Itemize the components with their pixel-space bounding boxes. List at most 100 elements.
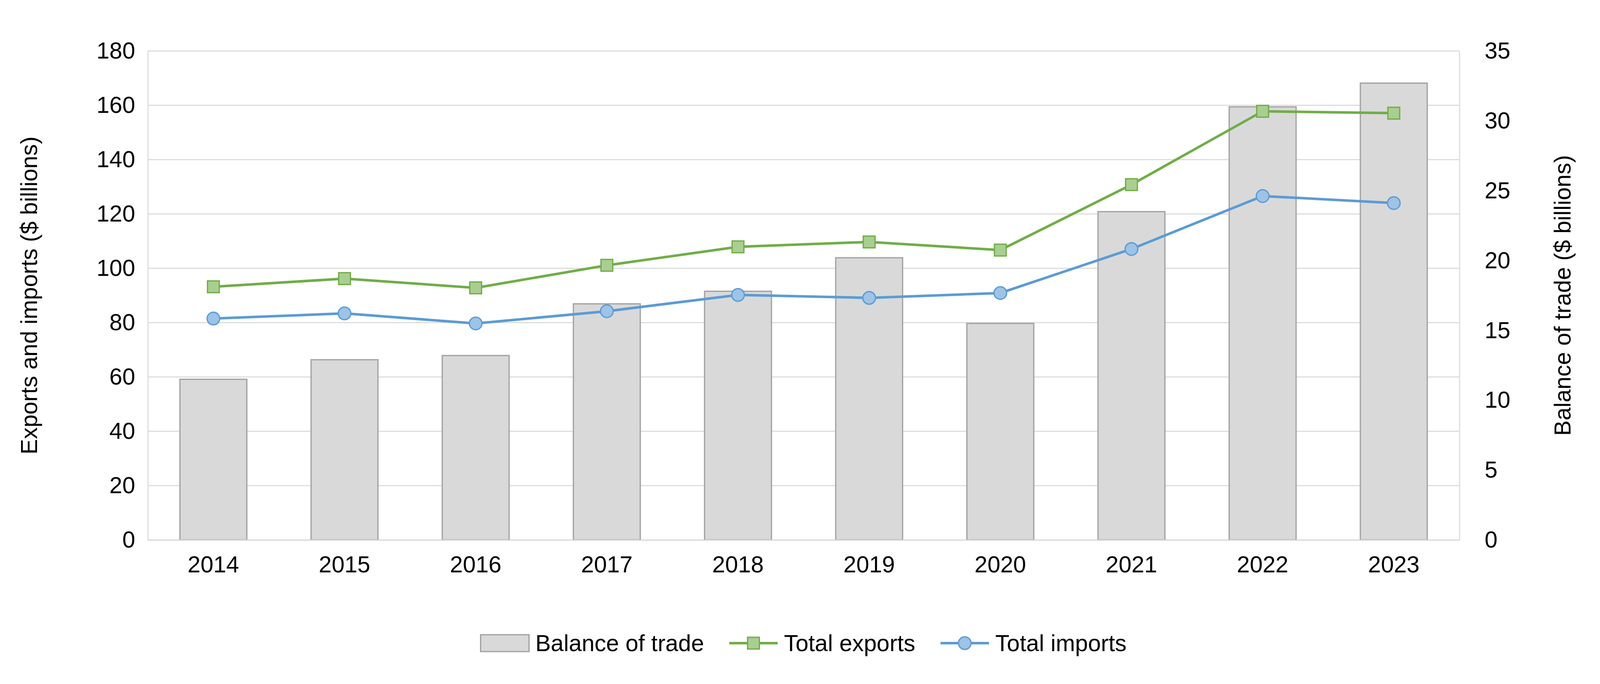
- legend-item: Total imports: [940, 629, 1127, 656]
- marker: [1387, 196, 1400, 210]
- tick: 2021: [1105, 539, 1158, 578]
- tick-label: 10: [1484, 386, 1511, 413]
- bar: [966, 323, 1034, 540]
- legend-label: Total imports: [995, 629, 1127, 656]
- tick: 60: [109, 363, 148, 390]
- tick: 160: [96, 91, 148, 118]
- axis-title: Exports and imports ($ billions): [16, 136, 43, 455]
- bar: [311, 359, 379, 540]
- tick-label: 2020: [974, 551, 1027, 578]
- marker: [338, 272, 351, 285]
- legend: Balance of trade Total exports Total impor…: [480, 629, 1127, 656]
- tick-label: 180: [96, 37, 136, 64]
- tick-label: 20: [1484, 247, 1511, 274]
- tick: 40: [109, 417, 148, 444]
- tick-label: 2021: [1105, 551, 1158, 578]
- bar: [1360, 82, 1428, 540]
- tick: 0: [122, 526, 148, 553]
- tick: 100: [96, 254, 148, 281]
- tick-label: 2016: [450, 551, 502, 578]
- marker: [469, 281, 482, 294]
- grid: [147, 50, 1460, 540]
- marker: [338, 306, 351, 320]
- legend-swatch: [480, 634, 529, 652]
- marker: [1387, 107, 1400, 120]
- bar: [573, 303, 641, 540]
- chart: 2014201520162017201820192020202120222023…: [0, 0, 1600, 684]
- line: [213, 111, 1395, 288]
- line: [213, 195, 1395, 324]
- tick: 25: [1459, 177, 1511, 204]
- bar: [1229, 106, 1296, 540]
- marker: [994, 286, 1007, 300]
- tick: 35: [1459, 37, 1511, 64]
- axis-title: Balance of trade ($ billions): [1549, 154, 1576, 436]
- axis-line: [1458, 51, 1460, 541]
- tick-label: 160: [96, 91, 136, 118]
- tick-label: 0: [1484, 526, 1498, 553]
- marker: [1125, 178, 1138, 191]
- tick: 140: [96, 146, 148, 173]
- plot: 2014201520162017201820192020202120222023…: [96, 37, 1511, 578]
- tick-label: 5: [1484, 456, 1498, 483]
- bar: [1098, 211, 1166, 540]
- tick: 180: [96, 37, 148, 64]
- tick-label: 2023: [1368, 551, 1420, 578]
- tick-label: 35: [1484, 37, 1511, 64]
- marker: [600, 304, 614, 318]
- tick: 20: [1459, 247, 1511, 274]
- marker: [1256, 105, 1269, 118]
- tick: 2023: [1368, 539, 1420, 578]
- tick-label: 80: [109, 309, 136, 336]
- marker: [863, 235, 875, 248]
- marker: [1125, 242, 1138, 256]
- tick-label: 2017: [581, 551, 633, 578]
- bar: [179, 379, 247, 540]
- legend-label: Total exports: [784, 629, 916, 656]
- legend-marker: [958, 636, 971, 650]
- tick-label: 100: [96, 254, 136, 281]
- tick: 120: [96, 200, 148, 227]
- legend-marker: [747, 637, 760, 649]
- tick: 2017: [581, 539, 633, 578]
- legend-item: Balance of trade: [480, 629, 704, 656]
- tick-label: 60: [109, 363, 136, 390]
- marker: [207, 280, 220, 293]
- marker: [862, 291, 876, 304]
- marker: [732, 240, 744, 253]
- tick: 20: [109, 472, 148, 499]
- legend-item: Total exports: [729, 629, 916, 656]
- tick-label: 25: [1484, 177, 1511, 204]
- tick: 10: [1459, 386, 1511, 413]
- marker: [731, 288, 745, 302]
- tick: 5: [1459, 456, 1498, 483]
- tick-label: 0: [122, 526, 136, 553]
- tick-label: 2014: [187, 551, 240, 578]
- marks: [179, 82, 1427, 540]
- tick-label: 2018: [712, 551, 764, 578]
- axis-line: [148, 539, 1460, 541]
- legend-label: Balance of trade: [535, 629, 704, 656]
- y2-axis: 0 5 10 15 20 25 30 35: [1459, 37, 1511, 553]
- tick-label: 15: [1484, 317, 1511, 344]
- axis-line: [147, 51, 149, 541]
- tick: 2018: [712, 539, 764, 578]
- tick-label: 2015: [318, 551, 371, 578]
- grid-line: [147, 50, 1460, 52]
- tick: 80: [109, 309, 148, 336]
- tick: 2016: [450, 539, 502, 578]
- marker: [469, 317, 483, 330]
- tick: 2020: [974, 539, 1027, 578]
- marker: [1256, 189, 1270, 203]
- tick: 2019: [843, 539, 895, 578]
- bar: [835, 257, 903, 540]
- tick: 2022: [1237, 539, 1289, 578]
- tick: 2014: [187, 539, 240, 578]
- tick-label: 40: [109, 417, 136, 444]
- tick: 15: [1459, 317, 1511, 344]
- marker: [207, 312, 220, 325]
- tick-label: 2019: [843, 551, 895, 578]
- tick-label: 140: [96, 146, 136, 173]
- marker: [600, 259, 613, 272]
- tick: 30: [1459, 107, 1511, 134]
